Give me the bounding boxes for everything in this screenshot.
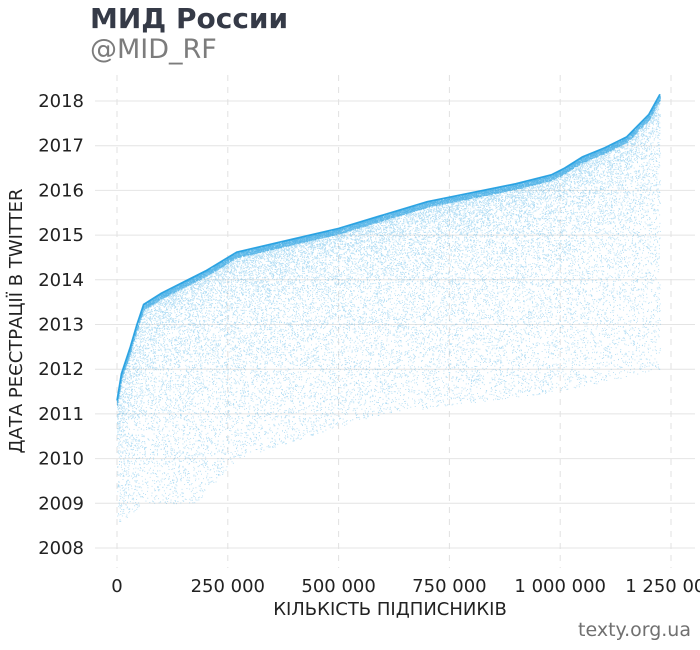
y-axis-label: ДАТА РЕЄСТРАЦІЇ В TWITTER [6, 189, 27, 454]
y-tick-label: 2008 [38, 538, 84, 559]
scatter-point-edge [117, 96, 661, 406]
y-tick-label: 2015 [38, 225, 84, 246]
envelope-line [116, 93, 661, 401]
x-tick-label: 1 250 000 [625, 576, 700, 597]
y-tick-label: 2010 [38, 449, 84, 470]
x-axis-label: КІЛЬКІСТЬ ПІДПИСНИКІВ [273, 599, 507, 620]
y-tick-label: 2014 [38, 270, 84, 291]
y-tick-label: 2011 [38, 404, 84, 425]
x-tick-label: 250 000 [191, 576, 265, 597]
chart-title: МИД России [90, 2, 289, 35]
vertical-gridlines [116, 75, 672, 568]
y-tick-label: 2018 [38, 91, 84, 112]
x-tick-label: 0 [111, 576, 122, 597]
y-tick-label: 2013 [38, 315, 84, 336]
chart-subtitle: @MID_RF [90, 34, 217, 65]
scatter-points [116, 93, 661, 522]
x-tick-label: 500 000 [301, 576, 375, 597]
credit-text: texty.org.ua [578, 619, 691, 641]
y-tick-label: 2009 [38, 493, 84, 514]
horizontal-gridlines [95, 100, 695, 549]
y-axis-ticks: 2008 2009 2010 2011 2012 2013 2014 2015 2016 2017… [38, 91, 84, 559]
x-axis-ticks: 0 250 000 500 000 750 000 1 000 000 1 250 000 [111, 576, 700, 597]
y-tick-label: 2012 [38, 359, 84, 380]
x-tick-label: 750 000 [412, 576, 486, 597]
scatter-point-cloud [117, 94, 661, 522]
y-tick-label: 2016 [38, 180, 84, 201]
x-tick-label: 1 000 000 [514, 576, 606, 597]
y-tick-label: 2017 [38, 136, 84, 157]
